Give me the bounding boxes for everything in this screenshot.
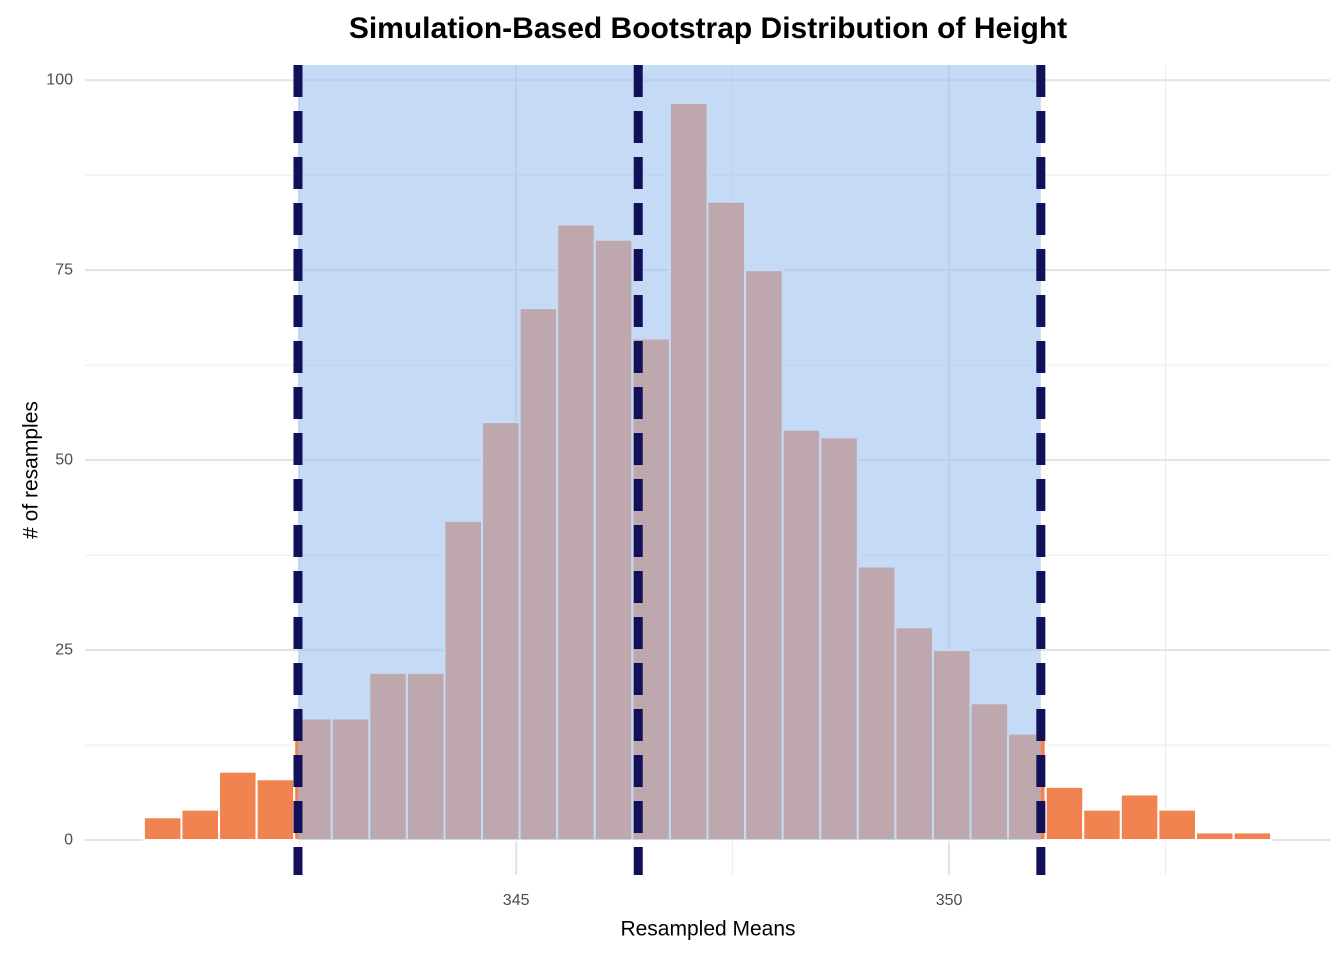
y-axis-title: # of resamples [20,401,43,539]
bar [1119,793,1160,842]
ci-shade [297,65,1041,841]
bar [180,808,221,842]
y-tick-label: 25 [55,641,73,658]
x-tick-label: 345 [503,892,530,909]
bar [1044,785,1085,842]
bar [142,816,183,842]
chart-title: Simulation-Based Bootstrap Distribution … [349,12,1067,45]
bar [1082,808,1122,842]
bar [255,778,296,842]
y-tick-label: 0 [64,831,73,848]
y-tick-label: 100 [46,71,73,88]
bar [1157,808,1197,842]
x-tick-label: 350 [936,892,963,909]
y-tick-label: 75 [55,261,73,278]
x-axis-title: Resampled Means [620,918,795,941]
y-tick-label: 50 [55,451,73,468]
bar [1232,831,1273,842]
bar [218,770,258,842]
bar [1194,831,1235,842]
